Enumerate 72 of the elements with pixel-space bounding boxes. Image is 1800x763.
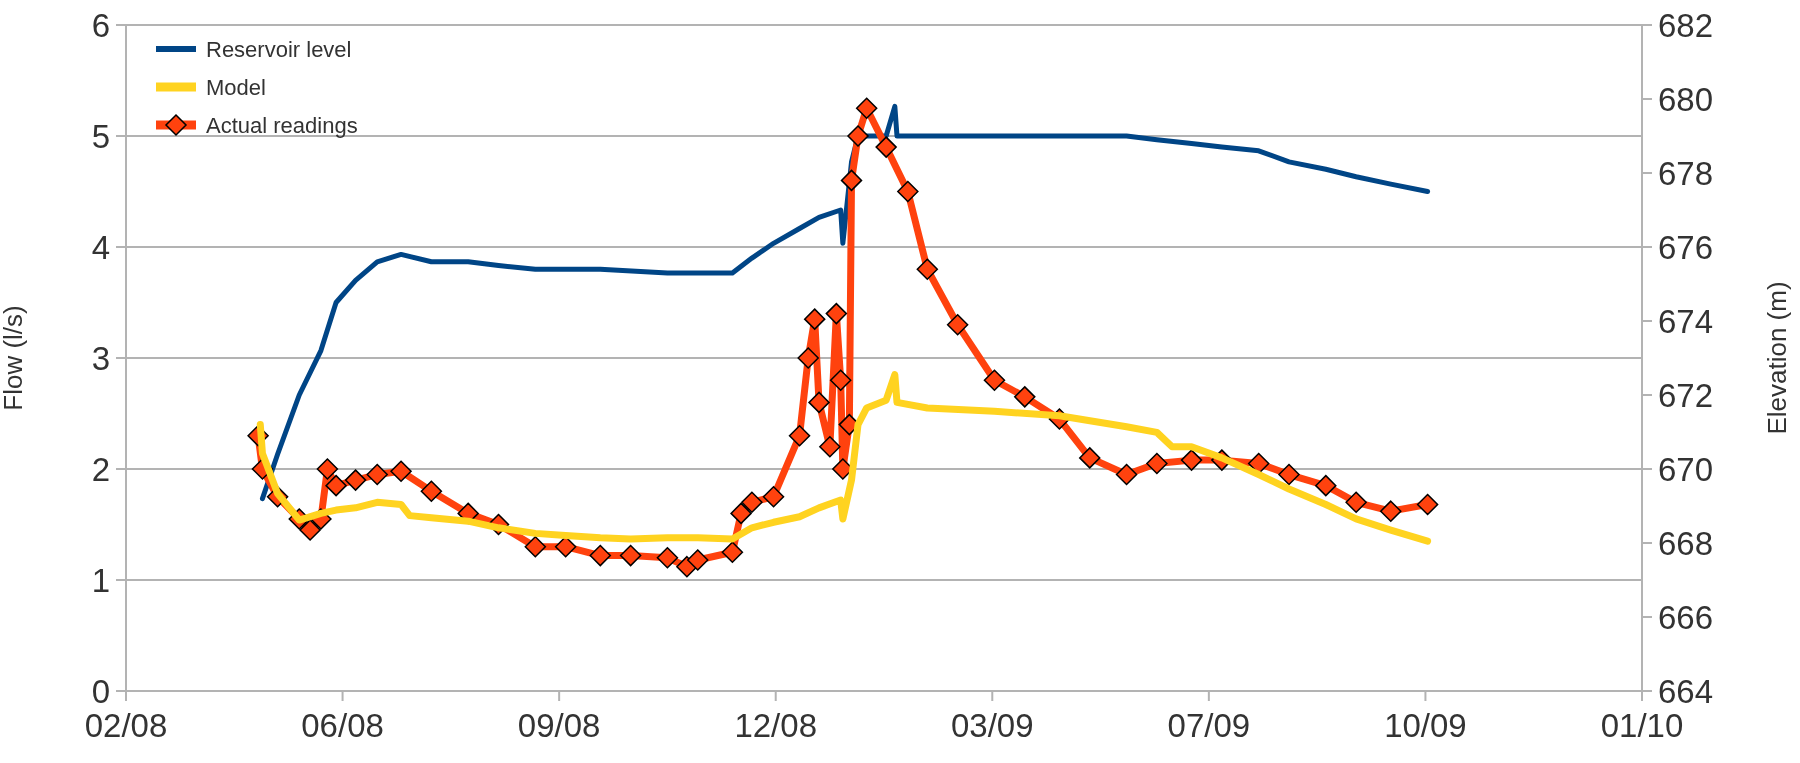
point xyxy=(1416,493,1439,516)
point xyxy=(1180,449,1203,471)
legend-label: Actual readings xyxy=(206,113,358,138)
point xyxy=(855,97,878,119)
point xyxy=(730,502,752,525)
point xyxy=(788,424,811,447)
point xyxy=(325,474,347,497)
y-tick-label: 4 xyxy=(91,229,110,266)
y2-tick-label: 668 xyxy=(1658,525,1714,562)
point xyxy=(687,549,709,571)
point xyxy=(819,436,841,458)
point xyxy=(524,535,547,558)
y2-tick-label: 676 xyxy=(1658,229,1714,266)
x-tick-label: 06/08 xyxy=(301,707,384,744)
point xyxy=(390,460,412,482)
point xyxy=(875,136,897,158)
point xyxy=(808,391,830,414)
point xyxy=(840,169,863,192)
y2-tick-label: 678 xyxy=(1658,155,1714,192)
point xyxy=(1146,452,1168,475)
y2-tick-label: 672 xyxy=(1658,377,1714,414)
point xyxy=(741,491,763,514)
y-tick-label: 1 xyxy=(91,562,110,599)
y-tick-label: 6 xyxy=(91,7,110,44)
y2-tick-label: 680 xyxy=(1658,81,1714,118)
y-tick-label: 2 xyxy=(91,451,110,488)
y2-tick-label: 666 xyxy=(1658,599,1714,636)
point xyxy=(656,547,679,569)
y-axis-title: Flow (l/s) xyxy=(0,305,28,411)
point xyxy=(829,369,852,391)
point xyxy=(1278,463,1300,486)
x-tick-label: 09/08 xyxy=(517,707,601,744)
point xyxy=(420,480,443,502)
point xyxy=(1345,491,1367,514)
point xyxy=(619,544,642,567)
x-tick-label: 10/09 xyxy=(1384,707,1467,744)
point xyxy=(1380,500,1402,522)
y2-tick-label: 664 xyxy=(1658,673,1714,710)
y2-tick-label: 674 xyxy=(1658,303,1714,340)
x-tick-label: 12/08 xyxy=(734,707,818,744)
x-tick-label: 02/08 xyxy=(84,707,168,744)
point xyxy=(1014,386,1036,408)
legend-label: Reservoir level xyxy=(206,37,352,62)
y2-tick-label: 682 xyxy=(1658,7,1714,44)
point xyxy=(916,258,939,280)
point xyxy=(366,463,388,486)
y-tick-label: 5 xyxy=(91,118,110,155)
x-tick-label: 03/09 xyxy=(950,707,1034,744)
x-tick-label: 01/10 xyxy=(1600,707,1684,744)
point xyxy=(762,486,785,508)
y2-tick-label: 670 xyxy=(1658,451,1714,488)
point xyxy=(897,180,919,203)
point xyxy=(1078,447,1101,469)
y2-axis-title: Elevation (m) xyxy=(1762,281,1792,435)
point xyxy=(825,302,848,325)
point xyxy=(983,369,1006,391)
y-tick-label: 0 xyxy=(91,673,110,710)
x-tick-label: 07/09 xyxy=(1167,707,1251,744)
point xyxy=(803,308,826,330)
point xyxy=(946,313,969,336)
point xyxy=(299,519,321,541)
point xyxy=(316,458,339,480)
legend-label: Model xyxy=(206,75,266,100)
point xyxy=(1315,474,1337,497)
point xyxy=(847,125,869,147)
point xyxy=(721,541,744,563)
point xyxy=(1115,463,1138,486)
y-tick-label: 3 xyxy=(91,340,110,377)
point xyxy=(344,469,367,491)
point xyxy=(589,544,612,567)
point xyxy=(797,347,819,369)
point xyxy=(1247,452,1270,475)
